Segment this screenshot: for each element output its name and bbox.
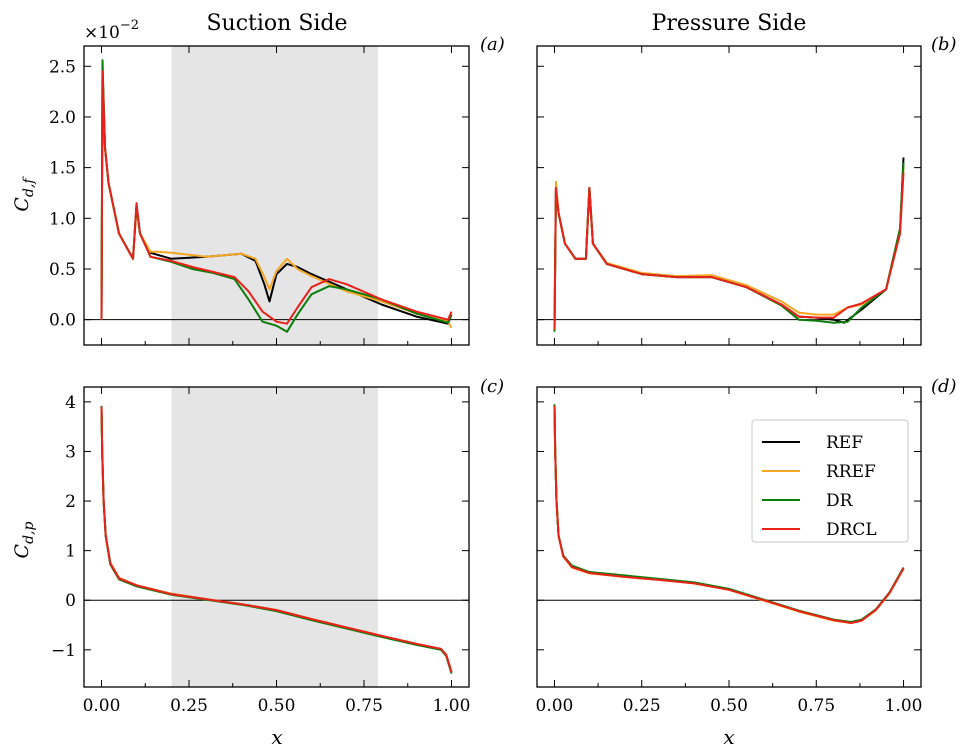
y-tick-label-c-4: 3 (65, 442, 76, 462)
series-drcl-c (100, 406, 453, 673)
x-tick-label-c-0: 0.00 (83, 696, 121, 716)
axes-frame-d (536, 386, 922, 688)
series-drcl-a (100, 70, 453, 325)
series-drcl-b (553, 172, 905, 330)
panel-b (536, 45, 922, 346)
legend-label-rref: RREF (826, 462, 876, 482)
svg-text:Cd,p: Cd,p (11, 522, 37, 559)
series-ref-b (553, 157, 905, 330)
x-tick-label-d-4: 1.00 (885, 696, 923, 716)
sci-offset-base: ×10 (84, 23, 120, 43)
y-axis-label-bottom: Cd,p (11, 522, 37, 559)
y-tick-label-a-0: 0.0 (49, 311, 76, 331)
title-pressure-side: Pressure Side (652, 11, 807, 36)
title-suction-side: Suction Side (206, 11, 347, 36)
panel-label-a: (a) (480, 34, 505, 55)
legend: REF RREF DR DRCL (751, 419, 909, 543)
x-axis-label-left: x (271, 725, 282, 749)
legend-label-drcl: DRCL (826, 520, 877, 540)
y-tick-label-a-4: 2.0 (49, 108, 76, 128)
shaded-region-a (171, 46, 378, 345)
x-tick-label-d-2: 0.50 (710, 696, 748, 716)
x-tick-label-d-1: 0.25 (623, 696, 661, 716)
panel-a: 0.0 0.5 1.0 1.5 2.0 2.5 (49, 45, 470, 346)
x-tick-label-d-0: 0.00 (536, 696, 574, 716)
panel-label-b: (b) (931, 34, 957, 55)
panel-d: 0.00 0.25 0.50 0.75 1.00 (536, 386, 923, 716)
x-tick-label-c-2: 0.50 (258, 696, 296, 716)
y-tick-label-c-0: −1 (51, 641, 76, 661)
panel-label-c: (c) (480, 376, 504, 397)
series-drcl-d (553, 405, 905, 624)
axes-frame-a (83, 45, 470, 346)
sci-offset-label: ×10−2 (84, 18, 139, 43)
svg-text:Cd,f: Cd,f (11, 176, 37, 212)
y-axis-label-top: Cd,f (11, 176, 37, 212)
legend-frame (751, 419, 909, 543)
legend-label-dr: DR (826, 491, 854, 511)
axes-frame-c (83, 386, 470, 688)
shaded-region-c (171, 387, 378, 687)
x-tick-label-c-4: 1.00 (433, 696, 471, 716)
y-tick-label-c-5: 4 (65, 393, 76, 413)
y-tick-label-c-2: 1 (65, 542, 76, 562)
y-tick-label-a-1: 0.5 (49, 260, 76, 280)
panel-c: 0.00 0.25 0.50 0.75 1.00 −1 0 1 2 3 4 (51, 386, 471, 716)
x-tick-label-c-3: 0.75 (345, 696, 383, 716)
y-tick-label-a-2: 1.0 (49, 209, 76, 229)
axes-frame-b (536, 45, 922, 346)
y-tick-label-a-5: 2.5 (49, 57, 76, 77)
legend-label-ref: REF (826, 433, 863, 453)
y-tick-label-c-3: 2 (65, 492, 76, 512)
y-tick-label-a-3: 1.5 (49, 159, 76, 179)
panel-label-d: (d) (931, 376, 957, 397)
x-tick-label-d-3: 0.75 (797, 696, 835, 716)
x-tick-label-c-1: 0.25 (170, 696, 208, 716)
x-axis-label-right: x (723, 725, 734, 749)
sci-offset-exponent: −2 (120, 18, 139, 33)
y-tick-label-c-1: 0 (65, 591, 76, 611)
